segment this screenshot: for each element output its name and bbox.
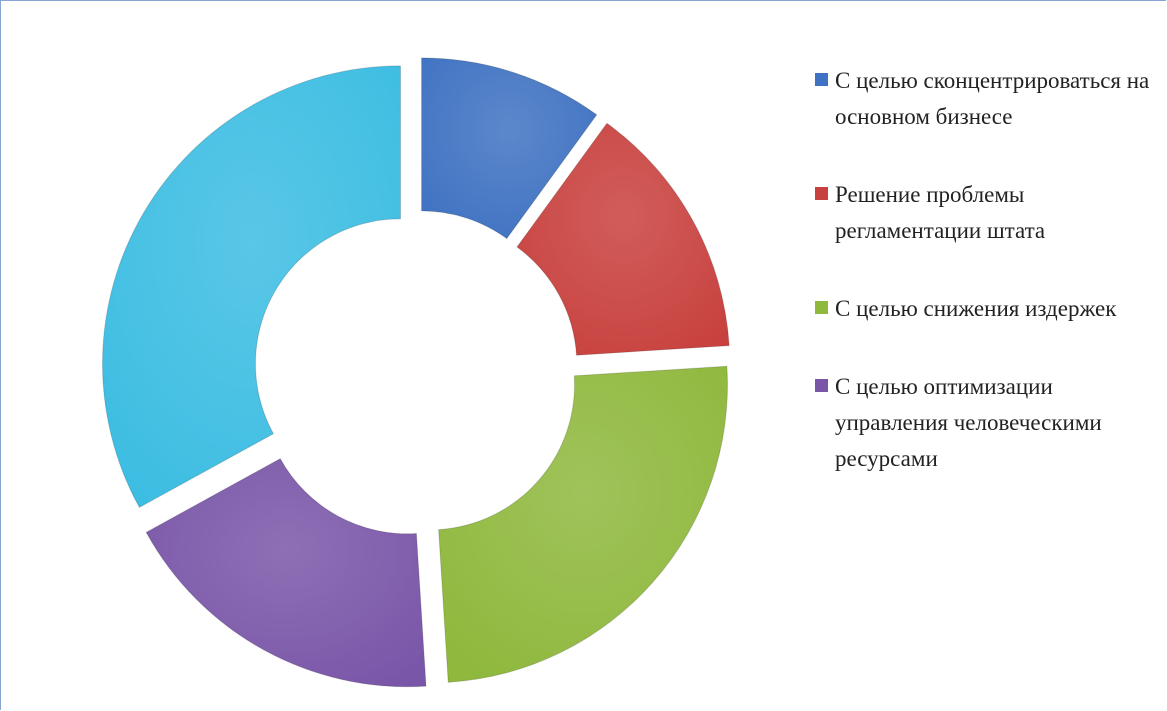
legend-label: С целью сконцентрироваться на основном б…: [835, 68, 1150, 129]
legend: С целью сконцентрироваться на основном б…: [813, 63, 1153, 519]
legend-entry: С целью оптимизации управления человечес…: [813, 369, 1153, 477]
legend-label: С целью оптимизации управления человечес…: [835, 374, 1102, 471]
legend-entry: С целью сконцентрироваться на основном б…: [813, 63, 1153, 135]
donut-chart: [102, 57, 730, 688]
legend-swatch: [815, 379, 828, 392]
legend-swatch: [815, 187, 828, 200]
legend-label: Решение проблемы регламентации штата: [835, 182, 1046, 243]
legend-swatch: [815, 301, 828, 314]
legend-swatch: [815, 73, 828, 86]
legend-entry: С целью снижения издержек: [813, 291, 1153, 327]
legend-label: С целью снижения издержек: [835, 296, 1117, 321]
donut-segment: [516, 122, 730, 356]
donut-segment: [102, 65, 402, 509]
donut-segment: [145, 457, 427, 688]
legend-entry: Решение проблемы регламентации штата: [813, 177, 1153, 249]
donut-segment: [421, 57, 598, 240]
donut-segment: [438, 365, 728, 683]
